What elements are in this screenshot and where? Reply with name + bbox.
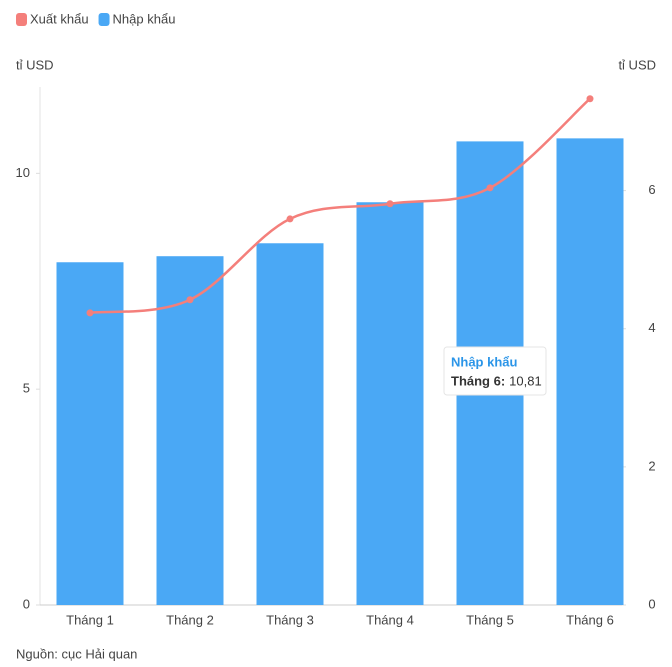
x-tick-label: Tháng 1 [66,612,114,627]
y-axis-label: tỉ USD [16,57,54,72]
y-tick-label: 0 [23,596,30,611]
y2-tick-label: 0 [648,596,655,611]
legend-label: Nhập khẩu [113,11,176,26]
x-tick-label: Tháng 3 [266,612,314,627]
bar [356,202,424,605]
y2-axis-label: tỉ USD [618,57,656,72]
bar [156,256,224,605]
source: Nguồn: cục Hải quan [16,646,137,661]
line-point [586,95,594,103]
legend-marker [16,13,27,26]
line-point [186,296,194,304]
y2-tick-label: 4 [648,320,655,335]
legend-marker [98,13,110,26]
line [89,97,591,315]
line-point [486,184,494,192]
bar [256,243,324,605]
tooltip-title: Nhập khẩu [451,354,518,369]
line-point [86,309,94,317]
tooltip: Nhập khẩu Tháng 6: 10,81 [443,346,547,396]
y2-tick-label: 2 [648,458,655,473]
legend-label: Xuất khẩu [30,11,89,26]
x-tick-label: Tháng 4 [366,612,414,627]
tooltip-box [443,346,547,396]
line-point [386,200,394,208]
x-tick-label: Tháng 2 [166,612,214,627]
x-tick-label: Tháng 6 [566,612,614,627]
y2-tick-label: 6 [648,182,655,197]
tooltip-label: Tháng 6: [451,373,505,388]
bar [556,138,624,605]
line-point [286,215,294,223]
y-tick-label: 5 [23,381,30,396]
x-tick-label: Tháng 5 [466,612,514,627]
bar [56,262,124,605]
y-tick-label: 10 [16,165,30,180]
tooltip-value: 10,81 [509,373,542,388]
